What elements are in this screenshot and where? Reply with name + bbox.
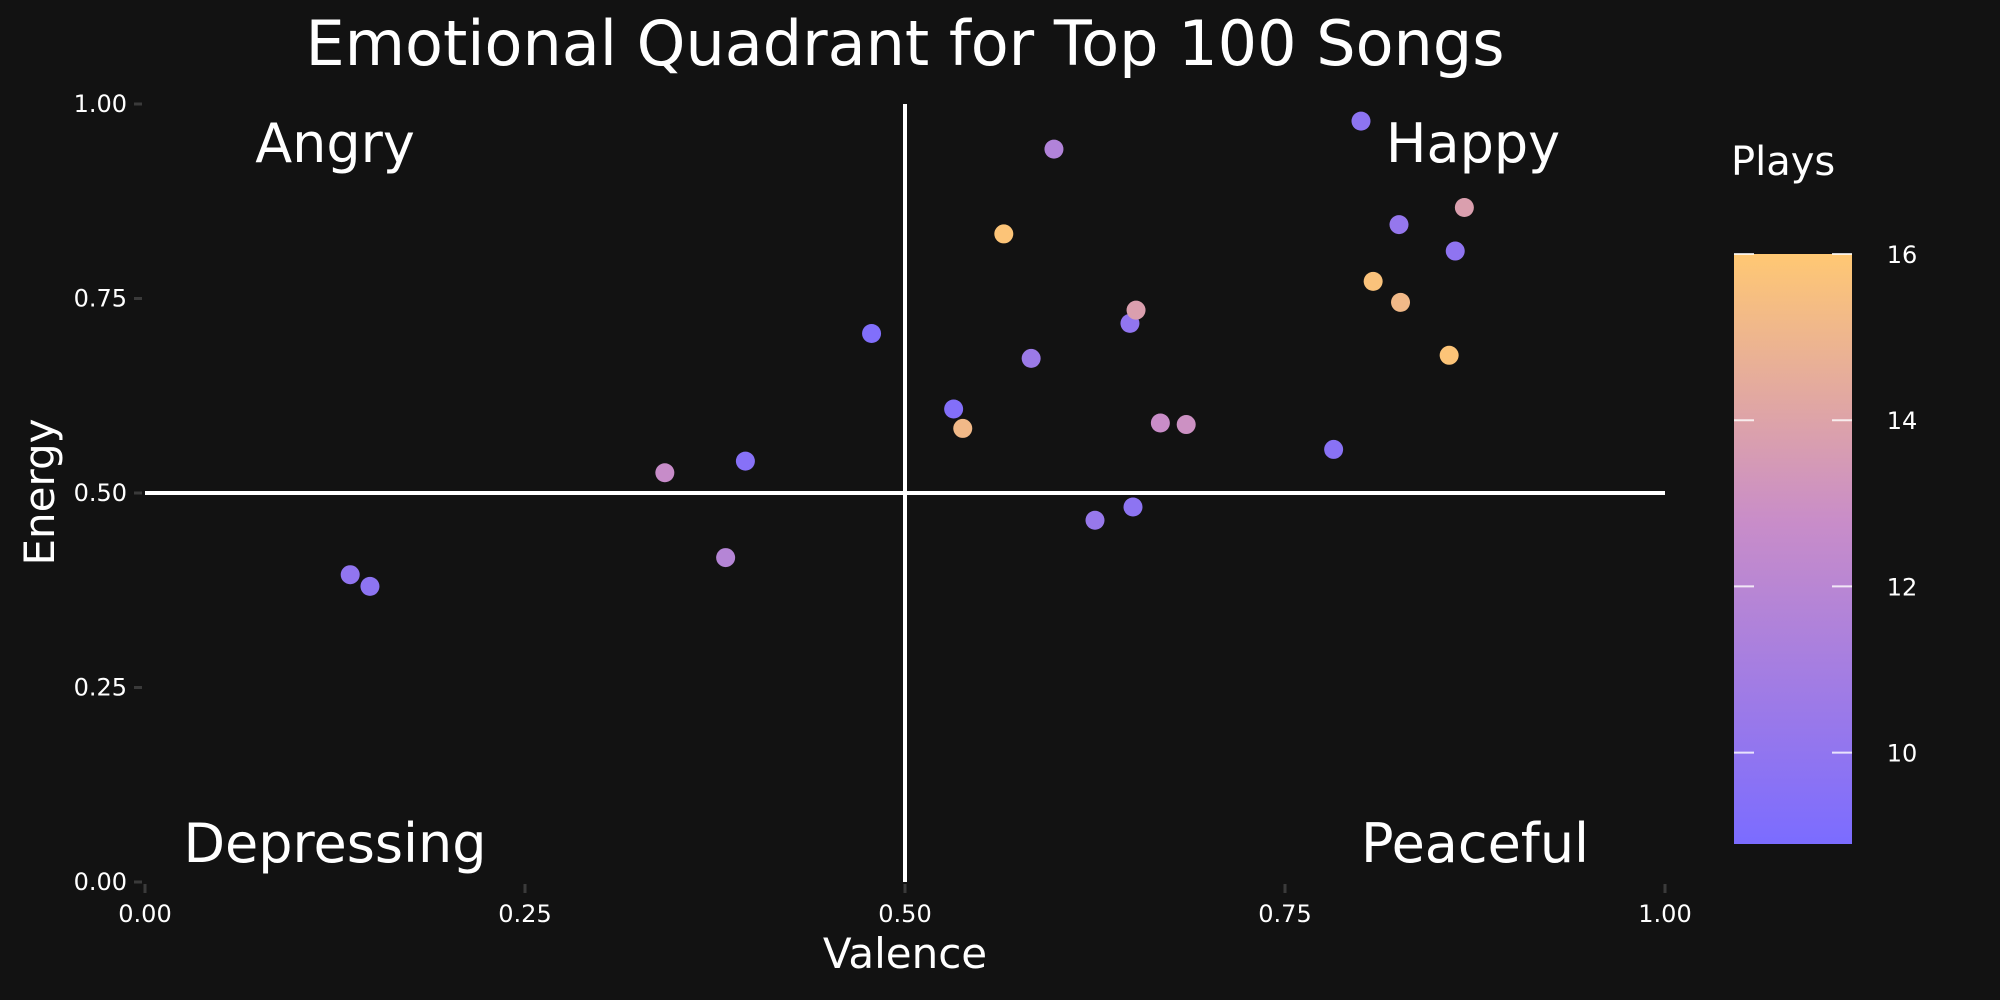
legend-tick-label: 16 [1887,241,1918,269]
x-axis: 0.00 0.25 0.50 0.75 1.00 [118,884,1692,928]
legend-title: Plays [1731,139,1835,185]
data-point [944,399,964,419]
x-tick-label: 1.00 [1638,900,1691,928]
y-tick-label: 0.00 [74,868,127,896]
data-point [862,324,882,344]
x-axis-title: Valence [823,929,987,978]
x-tick-label: 0.00 [118,900,171,928]
y-axis-title: Energy [15,418,64,565]
data-point [1389,215,1409,235]
data-point [953,418,973,438]
data-point [735,451,755,471]
y-tick-label: 0.50 [74,479,127,507]
legend-tick-label: 10 [1887,740,1918,768]
y-tick-label: 0.25 [74,674,127,702]
chart-title: Emotional Quadrant for Top 100 Songs [305,7,1504,80]
data-point [1439,345,1459,365]
legend-color-bar [1734,254,1852,844]
x-tick-label: 0.25 [498,900,551,928]
data-point [1021,348,1041,368]
data-point [1351,111,1371,131]
quadrant-label-depressing: Depressing [183,812,486,875]
data-point [1044,139,1064,159]
legend-tick-label: 12 [1887,573,1918,601]
quadrant-label-angry: Angry [255,112,415,175]
data-point [1391,292,1411,312]
data-point [1085,510,1105,530]
data-point [340,565,360,585]
data-point [1363,271,1383,291]
data-point [360,576,380,596]
data-point [1150,413,1170,433]
legend-ticks: 10 12 14 16 [1734,241,1917,768]
y-tick-label: 0.75 [74,285,127,313]
scatter-points [340,111,1474,596]
data-point [1123,497,1143,517]
y-axis: 0.00 0.25 0.50 0.75 1.00 [74,90,142,896]
quadrant-label-peaceful: Peaceful [1361,812,1589,875]
data-point [1445,241,1465,261]
data-point [1324,439,1344,459]
data-point [994,224,1014,244]
legend-tick-label: 14 [1887,407,1918,435]
color-legend: Plays 10 12 14 16 [1731,139,1917,844]
data-point [655,463,675,483]
data-point [716,548,736,568]
x-tick-label: 0.50 [878,900,931,928]
data-point [1454,197,1474,217]
x-tick-label: 0.75 [1258,900,1311,928]
y-tick-label: 1.00 [74,90,127,118]
quadrant-label-happy: Happy [1386,112,1560,175]
data-point [1176,415,1196,435]
data-point [1126,300,1146,320]
